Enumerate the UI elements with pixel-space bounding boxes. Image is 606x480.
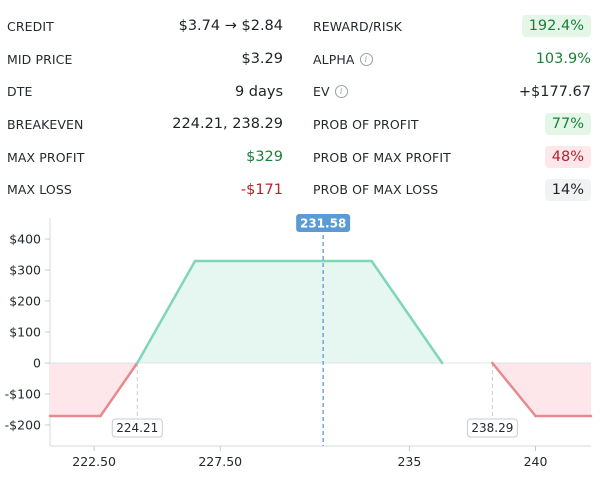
- breakeven-label-box: [111, 418, 163, 438]
- stat-label-text: MID PRICE: [7, 51, 73, 67]
- stat-value: $3.74 → $2.84: [178, 18, 283, 35]
- y-tick-label: $100: [9, 325, 41, 340]
- stat-label-text: BREAKEVEN: [7, 116, 84, 132]
- payoff-profit-segment: [136, 259, 197, 365]
- x-tick-label: 240: [524, 454, 548, 469]
- stat-row-max-loss: MAX LOSS -$171: [7, 173, 283, 206]
- stat-row-credit: CREDIT $3.74 → $2.84: [7, 10, 283, 43]
- stats-right-column: REWARD/RISK 192.4% ALPHA i 103.9% EV i +$177.67…: [313, 10, 591, 206]
- stat-row-mid-price: MID PRICE $3.29: [7, 43, 283, 76]
- stat-label: BREAKEVEN: [7, 117, 84, 132]
- x-tick-label: 235: [397, 454, 421, 469]
- x-tick-label: 227.50: [198, 454, 242, 469]
- stat-value: 192.4%: [521, 15, 591, 38]
- stat-value: $329: [246, 149, 283, 166]
- stat-row-prob-of-profit: PROB OF PROFIT 77%: [313, 108, 591, 141]
- y-tick-label: 0: [33, 356, 41, 371]
- stat-label: PROB OF PROFIT: [313, 117, 419, 132]
- stat-label-text: MAX LOSS: [7, 182, 72, 198]
- stat-value: 103.9%: [535, 51, 591, 68]
- current-price-label: 231.58: [300, 217, 346, 231]
- breakeven-label: 238.29: [471, 421, 513, 435]
- stat-row-max-profit: MAX PROFIT $329: [7, 141, 283, 174]
- stat-label: PROB OF MAX LOSS: [313, 182, 438, 197]
- stat-label: DTE: [7, 84, 32, 99]
- stat-label: PROB OF MAX PROFIT: [313, 150, 451, 165]
- y-tick-label: -$200: [5, 418, 41, 433]
- y-tick-label: $300: [9, 263, 41, 278]
- loss-area-right: [492, 363, 591, 417]
- stat-label: MID PRICE: [7, 52, 73, 67]
- y-tick-label: $200: [9, 294, 41, 309]
- stat-row-prob-of-max-profit: PROB OF MAX PROFIT 48%: [313, 141, 591, 174]
- stats-left-column: CREDIT $3.74 → $2.84 MID PRICE $3.29 DTE 9 da…: [7, 10, 283, 206]
- payoff-loss-segment: [99, 361, 139, 418]
- payoff-chart: 224.21 238.29 231.58 $400 $300 $200 $100 0 -$100…: [5, 214, 593, 469]
- stat-label: EV i: [313, 84, 348, 99]
- stat-label-text: PROB OF MAX PROFIT: [313, 149, 451, 165]
- loss-area-left: [50, 363, 138, 417]
- stat-value: 14%: [544, 178, 591, 201]
- stat-label: MAX PROFIT: [7, 150, 84, 165]
- stat-label: MAX LOSS: [7, 182, 72, 197]
- stat-value: 9 days: [234, 83, 283, 100]
- info-icon[interactable]: i: [359, 52, 373, 66]
- payoff-loss-segment: [491, 361, 537, 418]
- stat-row-ev: EV i +$177.67: [313, 75, 591, 108]
- stat-row-reward-risk: REWARD/RISK 192.4%: [313, 10, 591, 43]
- stat-label-text: DTE: [7, 84, 33, 100]
- stat-value: 48%: [544, 146, 591, 169]
- stat-row-alpha: ALPHA i 103.9%: [313, 43, 591, 76]
- stat-row-breakeven: BREAKEVEN 224.21, 238.29: [7, 108, 283, 141]
- x-tick-label: 222.50: [72, 454, 116, 469]
- stat-label-text: CREDIT: [7, 18, 54, 34]
- info-icon[interactable]: i: [334, 85, 348, 99]
- breakeven-label-box: [466, 418, 518, 438]
- stat-value: 224.21, 238.29: [172, 116, 283, 133]
- stat-label: REWARD/RISK: [313, 19, 402, 34]
- stat-label-text: MAX PROFIT: [7, 149, 85, 165]
- profit-area: [137, 261, 493, 363]
- stat-label-text: ALPHA: [313, 51, 355, 67]
- stat-value: $3.29: [241, 51, 283, 68]
- stat-label-text: REWARD/RISK: [313, 18, 402, 34]
- stat-label: ALPHA i: [313, 52, 373, 67]
- stat-row-dte: DTE 9 days: [7, 75, 283, 108]
- stat-value: 77%: [544, 113, 591, 136]
- stat-label-text: PROB OF MAX LOSS: [313, 182, 439, 198]
- stat-label: CREDIT: [7, 19, 54, 34]
- breakeven-label: 224.21: [116, 421, 158, 435]
- stat-value: -$171: [240, 181, 283, 198]
- y-tick-label: $400: [9, 232, 41, 247]
- strategy-stats: CREDIT $3.74 → $2.84 MID PRICE $3.29 DTE 9 da…: [0, 10, 606, 210]
- payoff-profit-segment: [370, 259, 444, 365]
- stat-value: +$177.67: [518, 83, 591, 100]
- current-price-badge: [296, 214, 351, 232]
- stat-row-prob-of-max-loss: PROB OF MAX LOSS 14%: [313, 173, 591, 206]
- stat-label-text: PROB OF PROFIT: [313, 116, 419, 132]
- y-tick-label: -$100: [5, 387, 41, 402]
- stat-label-text: EV: [313, 84, 330, 100]
